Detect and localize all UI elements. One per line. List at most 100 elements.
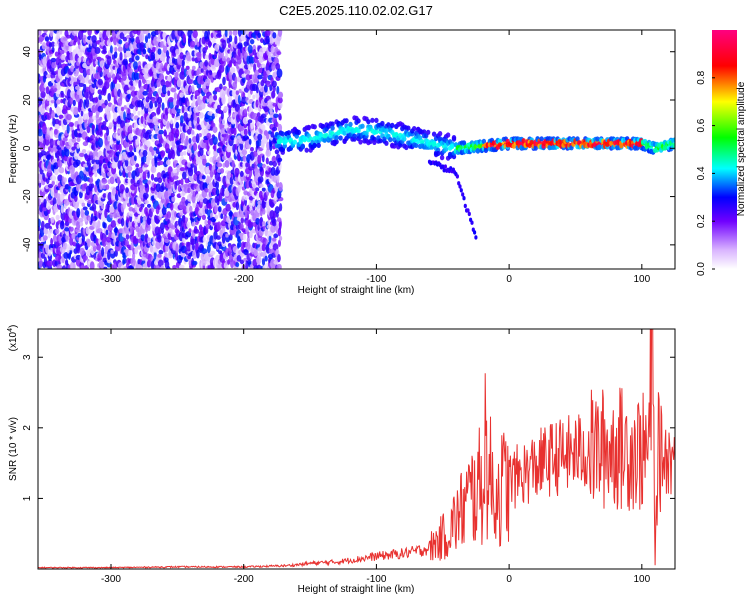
noise-cell [43,83,47,89]
noise-cell [123,111,126,121]
noise-cell [157,143,163,148]
noise-cell [242,233,247,241]
noise-cell [103,266,108,269]
noise-cell [272,126,278,132]
noise-cell [197,51,202,62]
noise-cell [239,142,244,151]
signal-cell [280,131,285,137]
noise-cell [117,46,123,52]
noise-cell [147,224,151,232]
noise-cell [216,235,221,240]
noise-cell [266,81,271,88]
colorbar-tick-label: 0.2 [696,214,707,228]
noise-cell [167,90,171,97]
signal-cell [342,130,347,136]
noise-cell [55,106,61,115]
noise-cell [166,120,170,129]
colorbar-tick-label: 0.8 [696,70,707,84]
noise-cell [89,151,93,156]
noise-cell [195,242,200,250]
noise-cell [260,251,264,257]
noise-cell [80,208,84,219]
noise-cell [68,246,75,251]
noise-cell [107,92,111,102]
noise-cell [63,198,70,206]
noise-cell [236,217,242,222]
noise-cell [180,132,186,140]
noise-cell [176,108,182,114]
noise-cell [157,48,162,55]
noise-cell [97,105,104,113]
noise-cell [77,232,82,238]
noise-cell [215,188,220,197]
noise-cell [166,211,172,219]
noise-cell [122,30,128,35]
noise-cell [192,142,198,152]
noise-cell [95,30,100,34]
noise-cell [254,69,260,77]
noise-cell [90,183,95,189]
noise-cell [38,258,43,269]
noise-cell [256,255,262,265]
noise-cell [94,221,98,228]
noise-cell [216,221,222,231]
noise-cell [116,176,120,184]
noise-cell [40,91,46,98]
noise-cell [247,119,253,124]
noise-cell [252,94,256,100]
noise-cell [256,192,260,201]
noise-cell [174,160,178,165]
noise-cell [204,30,209,40]
noise-cell [130,63,134,69]
noise-cell [223,105,228,112]
noise-cell [56,30,60,39]
noise-cell [76,61,80,66]
noise-cell [164,252,168,258]
noise-cell [42,207,47,212]
signal-cell [348,121,353,127]
noise-cell [217,30,222,37]
noise-cell [214,214,219,220]
noise-cell [127,108,131,114]
noise-cell [224,30,228,38]
noise-cell [151,220,156,226]
noise-cell [77,115,83,125]
noise-cell [249,230,253,239]
noise-cell [50,99,55,104]
branch-cell [443,164,447,169]
noise-cell [124,227,130,235]
noise-cell [68,252,71,260]
signal-cell [418,135,423,141]
x-tick-label: -300 [101,274,121,285]
noise-cell [250,39,255,45]
noise-cell [66,89,72,99]
noise-cell [224,189,230,197]
noise-cell [182,145,187,150]
noise-cell [160,79,166,87]
noise-cell [55,228,60,235]
noise-cell [217,176,222,182]
noise-cell [66,114,72,121]
noise-cell [110,220,117,228]
noise-cell [125,195,128,205]
noise-cell [164,107,169,116]
signal-cell [374,117,379,123]
noise-cell [73,106,79,116]
noise-cell [87,238,91,248]
noise-cell [139,85,145,93]
noise-cell [175,48,180,55]
noise-cell [236,56,242,65]
noise-cell [196,249,200,259]
noise-cell [90,213,94,224]
noise-cell [119,32,125,40]
noise-cell [66,123,70,134]
noise-cell [180,178,184,186]
noise-cell [76,208,81,218]
noise-cell [142,217,146,222]
noise-cell [157,253,162,258]
noise-cell [167,75,172,82]
noise-cell [107,106,112,112]
noise-cell [181,59,185,67]
noise-cell [241,149,248,156]
noise-cell [164,142,170,152]
